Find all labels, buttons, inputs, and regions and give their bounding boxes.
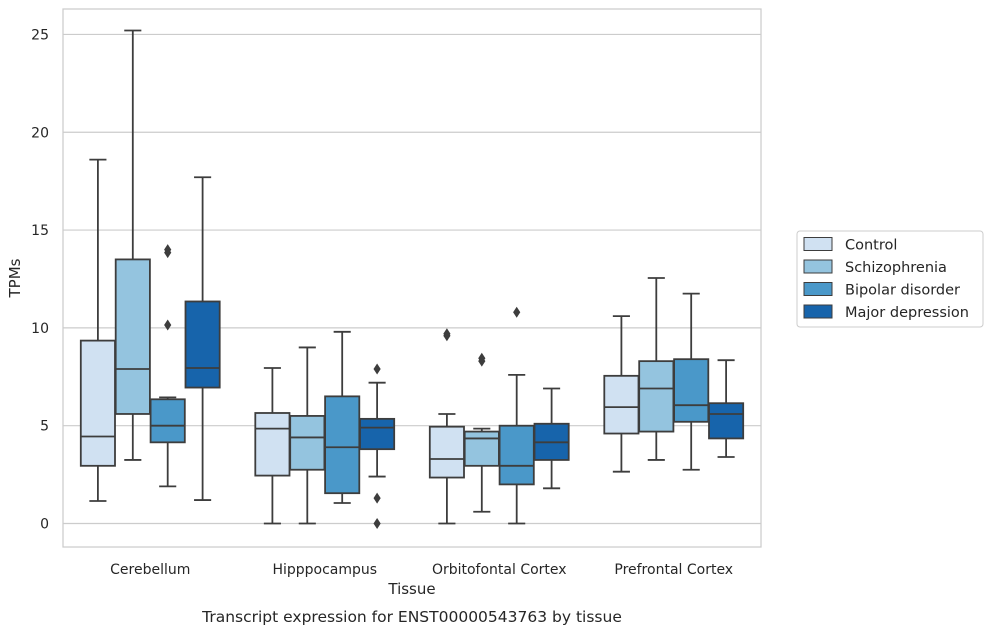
legend: Control Schizophrenia Bipolar disorder Majo…: [796, 230, 984, 328]
legend-frame: [796, 230, 984, 328]
y-tick-label: 10: [31, 321, 49, 337]
outlier-point: [373, 363, 381, 375]
x-axis-label: Tissue: [387, 580, 435, 598]
legend-swatch: [803, 282, 833, 296]
box: [149, 398, 186, 444]
outlier-point: [478, 352, 486, 364]
box: [359, 417, 396, 451]
x-tick-label: Orbitofontal Cortex: [432, 562, 567, 578]
box: [463, 430, 500, 467]
x-tick-label: Prefrontal Cortex: [614, 562, 733, 578]
chart-caption: Transcript expression for ENST0000054376…: [201, 608, 622, 626]
legend-label: Major depression: [845, 305, 969, 321]
y-tick-label: 20: [31, 125, 49, 141]
plot-background: [63, 9, 761, 547]
y-tick-label: 5: [40, 419, 49, 435]
legend-swatch: [803, 237, 833, 251]
outlier-point: [164, 244, 172, 256]
y-tick-label: 25: [31, 27, 49, 43]
box: [79, 339, 116, 467]
y-tick-label: 15: [31, 223, 49, 239]
series-major-depression: [184, 176, 745, 530]
box: [184, 300, 221, 389]
outlier-point: [373, 518, 381, 530]
legend-swatch: [803, 304, 833, 319]
box: [114, 258, 151, 415]
box-series: [79, 29, 745, 530]
y-tick-label: 0: [40, 517, 49, 533]
box: [498, 424, 535, 486]
box: [603, 374, 640, 435]
outlier-point: [164, 319, 172, 331]
y-axis-label: TPMs: [6, 258, 24, 298]
box: [638, 360, 675, 433]
outlier-point: [373, 492, 381, 504]
series-schizophrenia: [114, 29, 675, 525]
x-tick-label: Hipppocampus: [272, 562, 377, 578]
x-tick-label: Cerebellum: [110, 562, 190, 578]
y-tick-labels: 0 5 10 15 20 25: [31, 27, 49, 532]
box: [428, 425, 465, 479]
box: [289, 415, 326, 471]
box: [324, 395, 361, 495]
box: [254, 412, 291, 477]
x-tick-labels: Cerebellum Hipppocampus Orbitofontal Corte…: [110, 562, 733, 578]
box: [708, 402, 745, 440]
outlier-point: [443, 328, 451, 340]
outlier-point: [513, 306, 521, 318]
series-control: [79, 158, 640, 525]
plot-frame: [62, 8, 762, 548]
legend-label: Schizophrenia: [845, 260, 947, 276]
box: [673, 358, 710, 423]
series-bipolar-disorder: [149, 244, 710, 525]
legend-swatch: [803, 259, 833, 274]
legend-label: Bipolar disorder: [845, 283, 960, 299]
legend-label: Control: [845, 238, 897, 254]
